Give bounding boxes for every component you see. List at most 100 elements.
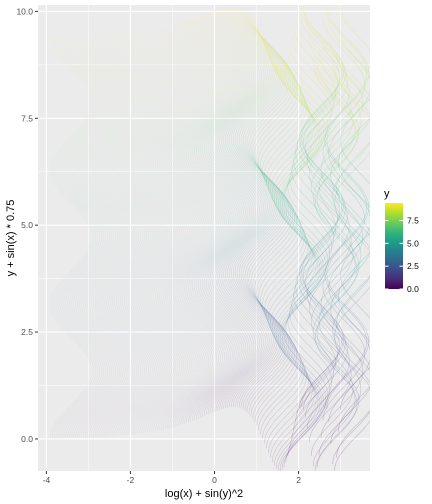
curve-segment xyxy=(64,411,69,417)
curve-segment xyxy=(111,88,115,94)
curve-segment xyxy=(53,48,58,54)
curve-segment xyxy=(95,79,100,85)
curve-segment xyxy=(80,263,86,269)
curve-segment xyxy=(90,84,95,90)
curve-segment xyxy=(94,258,100,264)
curve-segment xyxy=(103,271,109,277)
curve-segment xyxy=(96,388,101,394)
curve-segment xyxy=(84,263,90,269)
curve-segment xyxy=(97,141,102,147)
curve-segment xyxy=(96,392,102,398)
curve-segment xyxy=(115,379,118,385)
curve-segment xyxy=(131,217,136,223)
curve-segment xyxy=(85,218,89,224)
curve-segment xyxy=(106,124,111,130)
curve-segment xyxy=(97,186,102,192)
curve-segment xyxy=(85,428,88,434)
curve-segment xyxy=(86,115,91,121)
curve-segment xyxy=(101,245,105,251)
curve-segment xyxy=(84,334,90,340)
curve-segment xyxy=(129,83,134,89)
curve-segment xyxy=(65,48,70,54)
curve-segment xyxy=(73,160,76,165)
curve-segment xyxy=(115,400,121,406)
curve-segment xyxy=(95,320,100,326)
curve-segment xyxy=(80,321,85,327)
curve-segment xyxy=(71,316,75,322)
curve-segment xyxy=(117,396,123,402)
curve-segment xyxy=(80,200,86,206)
curve-segment xyxy=(116,352,120,358)
curve-segment xyxy=(101,401,107,407)
curve-segment xyxy=(132,361,135,366)
curve-segment xyxy=(87,80,92,85)
curve-segment xyxy=(98,128,104,134)
curve-segment xyxy=(79,410,85,416)
curve-segment xyxy=(90,289,94,295)
curve-segment xyxy=(111,65,117,71)
curve-segment xyxy=(127,83,132,89)
curve xyxy=(55,35,99,439)
curve-segment xyxy=(111,111,114,116)
curve-segment xyxy=(105,236,107,242)
curve-segment xyxy=(70,326,75,331)
curve-segment xyxy=(83,146,89,152)
curve-segment xyxy=(102,120,107,125)
curve-segment xyxy=(98,348,103,354)
curve-segment xyxy=(90,302,92,308)
curve-segment xyxy=(74,267,80,273)
curve-segment xyxy=(77,173,80,179)
curve-segment xyxy=(104,70,110,76)
curve-segment xyxy=(58,429,60,434)
curve-segment xyxy=(111,329,116,335)
curve-segment xyxy=(72,133,78,139)
curve-segment xyxy=(128,378,132,384)
curve-segment xyxy=(102,218,106,224)
curve-segment xyxy=(134,369,136,375)
curve-segment xyxy=(106,115,110,121)
curve-segment xyxy=(104,209,110,215)
curve-segment xyxy=(106,213,111,219)
curve-segment xyxy=(97,271,103,277)
curve-segment xyxy=(90,311,94,317)
curve-segment xyxy=(68,276,73,282)
curve-segment xyxy=(63,420,68,425)
curve-segment xyxy=(96,218,101,224)
curve-segment xyxy=(81,285,85,291)
curve-segment xyxy=(120,231,122,237)
curve-segment xyxy=(78,196,83,202)
curve-segment xyxy=(69,419,73,425)
curve-segment xyxy=(49,169,51,175)
curve-segment xyxy=(79,205,84,211)
curve-segment xyxy=(55,178,59,184)
curve-segment xyxy=(57,285,62,291)
curve-segment xyxy=(83,80,88,85)
curve-segment xyxy=(101,146,106,151)
curve-segment xyxy=(103,132,109,138)
curve-segment xyxy=(87,307,90,313)
curve-segment xyxy=(97,280,102,286)
curve-segment xyxy=(82,415,87,421)
curve-segment xyxy=(60,192,65,197)
curve-segment xyxy=(69,303,71,309)
curve-segment xyxy=(82,397,88,403)
curve-segment xyxy=(112,352,116,358)
curve-segment xyxy=(132,110,136,116)
curve-segment xyxy=(83,428,86,434)
curve-segment xyxy=(83,124,88,130)
curve-segment xyxy=(136,101,138,106)
curve-segment xyxy=(76,196,81,202)
curve-segment xyxy=(92,423,96,429)
curve-segment xyxy=(80,129,86,135)
curve-segment xyxy=(91,61,97,67)
curve-segment xyxy=(83,330,89,336)
curve-segment xyxy=(71,178,74,184)
curve-segment xyxy=(80,133,86,139)
curve-segment xyxy=(124,83,128,89)
curve-segment xyxy=(95,146,100,152)
curve-segment xyxy=(59,317,64,323)
curve-segment xyxy=(64,53,69,58)
curve-segment xyxy=(84,423,88,429)
curve-segment xyxy=(111,375,114,380)
curve-segment xyxy=(81,330,87,336)
